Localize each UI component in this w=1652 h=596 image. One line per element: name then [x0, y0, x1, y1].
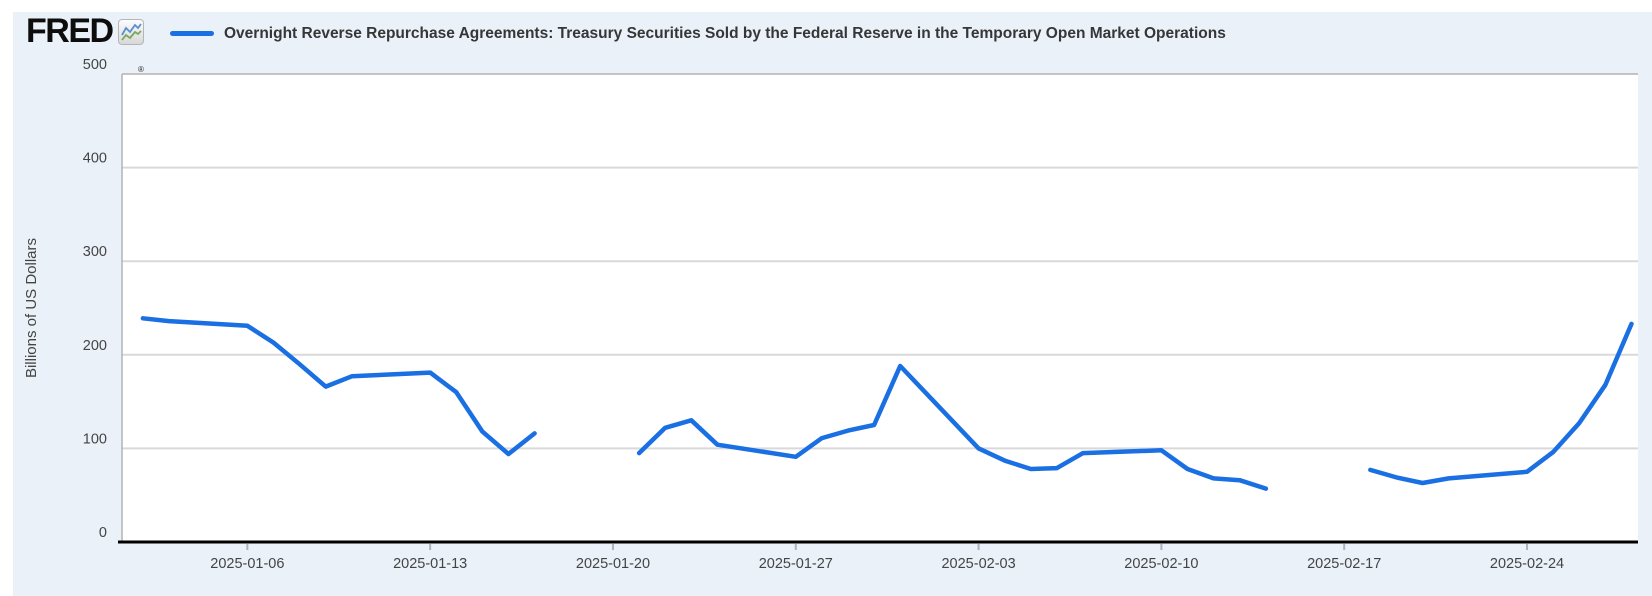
series-line	[140, 316, 1634, 491]
series-legend-line	[170, 31, 214, 36]
x-tick-label-2025-02-10: 2025-02-10	[1124, 556, 1198, 572]
x-tick-label-2025-01-06: 2025-01-06	[210, 556, 284, 572]
x-tick-label-2025-02-17: 2025-02-17	[1307, 556, 1381, 572]
y-tick-label-400: 400	[83, 151, 107, 167]
y-tick-label-300: 300	[83, 244, 107, 260]
x-tick-label-2025-01-20: 2025-01-20	[576, 556, 650, 572]
plot-area[interactable]	[122, 74, 1638, 542]
registered-mark-icon: ®	[138, 65, 144, 74]
y-tick-label-100: 100	[83, 431, 107, 447]
x-tick-label-2025-02-24: 2025-02-24	[1490, 556, 1564, 572]
plot-background	[122, 74, 1638, 542]
y-tick-label-0: 0	[99, 525, 107, 541]
x-tick-label-2025-01-13: 2025-01-13	[393, 556, 467, 572]
x-tick-label-2025-01-27: 2025-01-27	[759, 556, 833, 572]
line-chart-icon	[118, 19, 144, 45]
y-axis-title: Billions of US Dollars	[23, 237, 40, 379]
x-tick-label-2025-02-03: 2025-02-03	[941, 556, 1015, 572]
fred-logo-text: FRED	[26, 12, 114, 50]
y-tick-label-200: 200	[83, 338, 107, 354]
series-title: Overnight Reverse Repurchase Agreements:…	[224, 25, 1226, 42]
fred-logo[interactable]: FRED ®	[26, 12, 144, 74]
y-tick-label-500: 500	[83, 57, 107, 73]
